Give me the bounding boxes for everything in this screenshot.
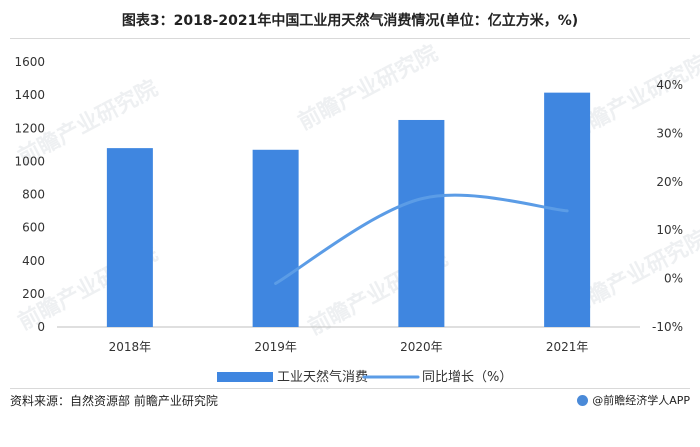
legend: 工业天然气消费 同比增长（%） [217, 369, 512, 385]
brand-logo-icon [577, 394, 589, 406]
y-left-axis: 0 200 400 600 800 1000 1200 1400 1600 [14, 55, 45, 334]
legend-label-line: 同比增长（%） [422, 370, 512, 385]
bar [398, 119, 445, 327]
bar-series [106, 92, 591, 327]
y-left-tick-label: 400 [22, 254, 45, 268]
growth-line [274, 193, 569, 285]
y-right-tick-label: 20% [656, 175, 683, 189]
brand-label: @前瞻经济学人APP [592, 394, 690, 407]
footer-divider [10, 388, 690, 389]
y-left-tick-label: 1200 [14, 121, 45, 135]
chart-title: 图表3：2018-2021年中国工业用天然气消费情况(单位：亿立方米，%) [121, 13, 579, 29]
x-tick-label: 2021年 [546, 340, 589, 354]
y-right-tick-label: 10% [656, 223, 683, 237]
x-tick-label: 2020年 [400, 340, 443, 354]
y-right-axis: -10% 0% 10% 20% 30% 40% [652, 78, 683, 334]
y-left-tick-label: 1000 [14, 154, 45, 168]
bar [252, 149, 299, 327]
y-left-tick-label: 800 [22, 188, 45, 202]
legend-swatch-bar [217, 372, 273, 382]
x-tick-label: 2019年 [254, 340, 297, 354]
y-left-tick-label: 1400 [14, 88, 45, 102]
source-note: 资料来源：自然资源部 前瞻产业研究院 [10, 394, 218, 408]
y-left-tick-label: 1600 [14, 55, 45, 69]
y-left-tick-label: 0 [37, 320, 45, 334]
x-tick-label: 2018年 [109, 340, 152, 354]
y-right-tick-label: -10% [652, 320, 683, 334]
legend-label-bar: 工业天然气消费 [277, 369, 368, 385]
bar [106, 148, 153, 327]
title-divider [10, 38, 690, 39]
y-right-tick-label: 0% [664, 272, 683, 286]
y-left-tick-label: 600 [22, 221, 45, 235]
line-series [274, 193, 569, 285]
y-right-tick-label: 40% [656, 78, 683, 92]
y-left-tick-label: 200 [22, 287, 45, 301]
y-right-tick-label: 30% [656, 126, 683, 140]
brand-credit: @前瞻经济学人APP [577, 392, 690, 408]
x-axis: 2018年 2019年 2020年 2021年 [109, 340, 589, 354]
